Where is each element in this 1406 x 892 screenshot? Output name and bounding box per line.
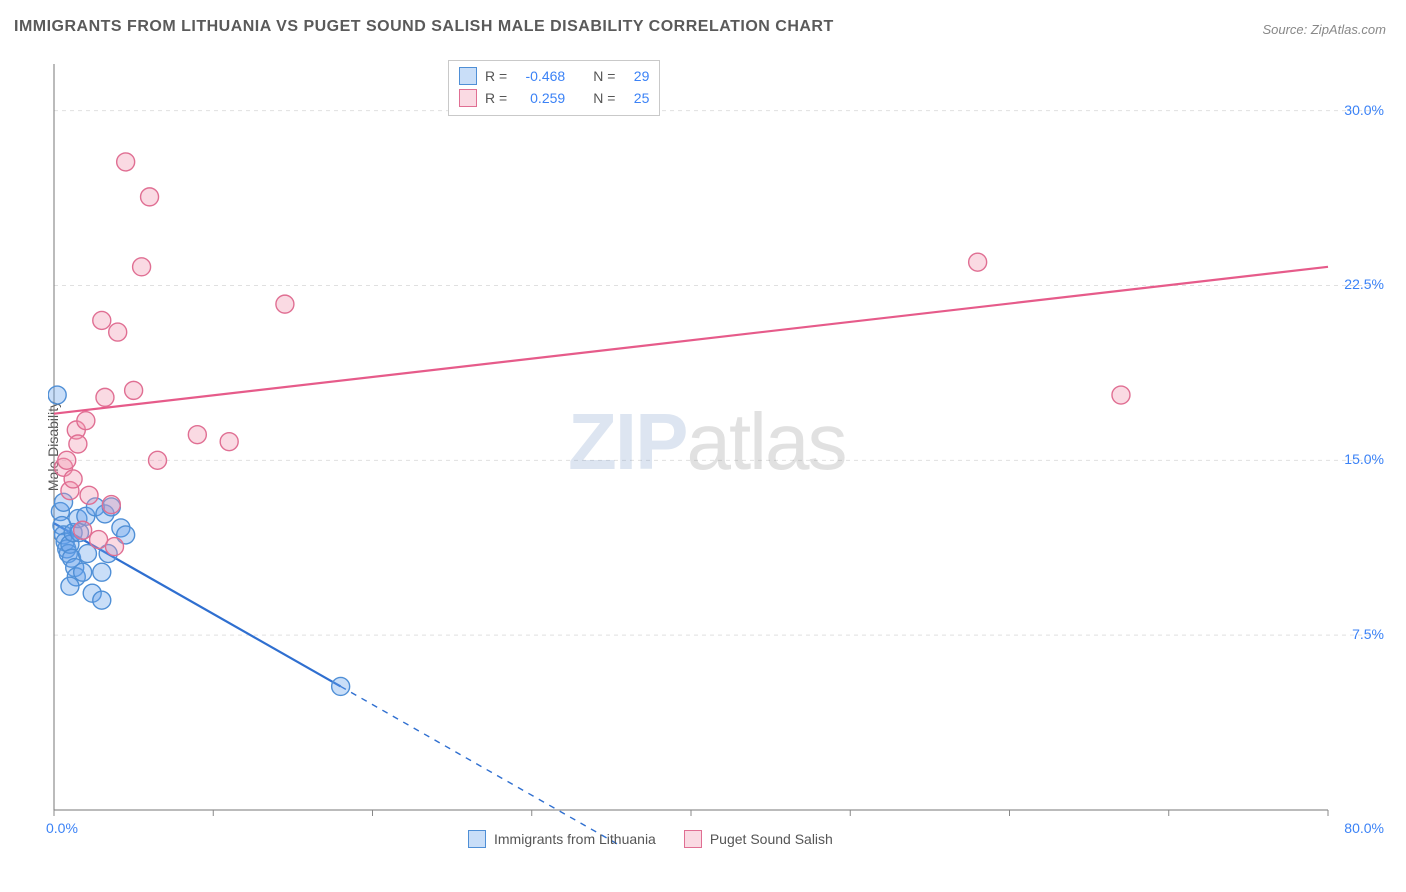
source-label: Source: [1262,22,1310,37]
y-tick-label: 30.0% [1344,102,1384,118]
r-value-1: 0.259 [515,90,565,106]
legend-item: Immigrants from Lithuania [468,830,656,848]
chart-title: IMMIGRANTS FROM LITHUANIA VS PUGET SOUND… [14,18,834,36]
swatch-pink [459,89,477,107]
n-value-1: 25 [623,90,649,106]
plot-area: ZIPatlas R = -0.468 N = 29 R = 0.259 N =… [48,56,1388,846]
stats-row: R = 0.259 N = 25 [459,87,649,109]
swatch-blue [468,830,486,848]
legend-item: Puget Sound Salish [684,830,833,848]
source-link[interactable]: ZipAtlas.com [1311,22,1386,37]
n-value-0: 29 [623,68,649,84]
r-label: R = [485,90,507,106]
stats-legend: R = -0.468 N = 29 R = 0.259 N = 25 [448,60,660,116]
chart-svg [48,56,1388,846]
swatch-pink [684,830,702,848]
x-tick-label: 80.0% [1344,820,1384,836]
source-attribution: Source: ZipAtlas.com [1262,22,1386,37]
n-label: N = [593,68,615,84]
stats-row: R = -0.468 N = 29 [459,65,649,87]
r-value-0: -0.468 [515,68,565,84]
y-tick-label: 7.5% [1352,626,1384,642]
swatch-blue [459,67,477,85]
y-tick-label: 22.5% [1344,276,1384,292]
bottom-legend: Immigrants from Lithuania Puget Sound Sa… [468,830,833,848]
n-label: N = [593,90,615,106]
r-label: R = [485,68,507,84]
y-tick-label: 15.0% [1344,451,1384,467]
legend-label-0: Immigrants from Lithuania [494,831,656,847]
x-tick-label: 0.0% [46,820,78,836]
legend-label-1: Puget Sound Salish [710,831,833,847]
